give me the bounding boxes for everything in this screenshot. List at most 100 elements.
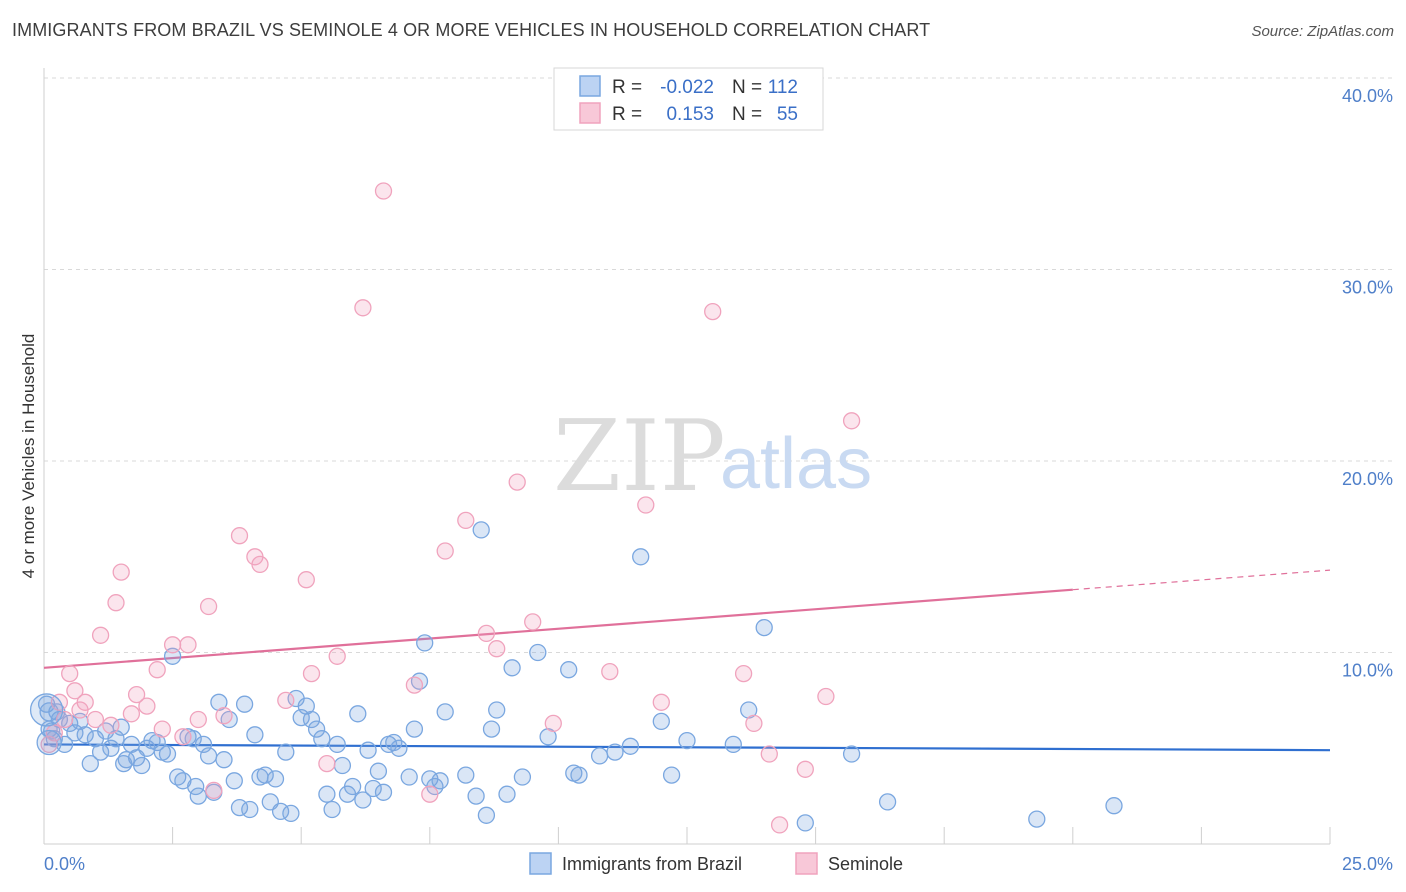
seminole-point: [328, 647, 346, 665]
seminole-point: [66, 682, 84, 700]
brazil-point: [328, 735, 346, 754]
seminole-point: [302, 664, 321, 683]
legend-r-label-2: R =: [612, 104, 642, 125]
seminole-point: [199, 597, 218, 616]
seminole-point: [421, 785, 439, 803]
series-legend-label-seminole: Seminole: [828, 854, 903, 874]
brazil-point: [796, 814, 814, 832]
y-tick-label: 30.0%: [1342, 278, 1393, 298]
watermark: ZIP atlas: [553, 400, 872, 514]
brazil-point: [235, 695, 254, 713]
seminole-point: [354, 299, 372, 317]
legend-n-label-2: N =: [732, 104, 762, 125]
brazil-point: [488, 701, 506, 719]
brazil-point: [662, 766, 681, 784]
x-tick-label: 25.0%: [1342, 854, 1393, 874]
brazil-point: [457, 766, 475, 784]
seminole-point: [817, 687, 835, 706]
seminole-trend-line: [43, 588, 1073, 669]
brazil-point: [102, 739, 120, 757]
brazil-point: [503, 659, 521, 677]
brazil-point: [256, 766, 274, 784]
data-points: [29, 182, 1123, 834]
brazil-point: [678, 731, 696, 750]
x-tick-label: 0.0%: [44, 854, 85, 874]
brazil-point: [313, 730, 331, 748]
seminole-point: [770, 816, 789, 834]
series-legend-label-brazil: Immigrants from Brazil: [562, 854, 742, 874]
brazil-point: [842, 745, 861, 763]
seminole-point: [601, 662, 619, 681]
seminole-point: [76, 693, 94, 711]
seminole-point: [842, 412, 861, 430]
brazil-point: [570, 766, 588, 784]
brazil-point: [467, 787, 485, 805]
brazil-point: [652, 712, 670, 731]
seminole-point: [86, 710, 105, 729]
brazil-point: [1028, 810, 1046, 828]
brazil-point: [590, 747, 609, 765]
legend-r-value-1: -0.022: [660, 77, 714, 98]
y-axis-label: 4 or more Vehicles in Household: [19, 334, 38, 579]
seminole-point: [179, 636, 197, 654]
seminole-point: [138, 697, 156, 715]
y-tick-labels: 10.0% 20.0% 30.0% 40.0%: [1342, 86, 1393, 681]
seminole-point: [508, 473, 526, 491]
brazil-point: [323, 800, 341, 819]
brazil-point: [560, 661, 578, 679]
brazil-point: [282, 804, 300, 823]
brazil-point: [199, 747, 218, 765]
seminole-point: [405, 676, 424, 694]
seminole-point: [91, 626, 110, 644]
seminole-point: [215, 707, 233, 725]
seminole-point: [45, 724, 63, 742]
seminole-point: [544, 714, 562, 733]
brazil-point: [606, 743, 624, 761]
stats-legend: R = -0.022 N = 112 R = 0.153 N = 55: [553, 67, 824, 131]
brazil-point: [81, 754, 99, 773]
seminole-point: [796, 760, 814, 778]
brazil-point: [755, 618, 773, 637]
seminole-point: [374, 182, 393, 200]
source-label: Source: ZipAtlas.com: [1251, 23, 1394, 40]
seminole-point: [277, 691, 295, 710]
brazil-point: [416, 634, 434, 652]
seminole-point: [436, 542, 454, 560]
y-tick-label: 10.0%: [1342, 661, 1393, 681]
series-legend-swatch-seminole: [795, 852, 818, 875]
legend-n-label-1: N =: [732, 77, 762, 98]
brazil-point: [343, 777, 362, 796]
seminole-point: [163, 636, 182, 654]
legend-r-value-2: 0.153: [666, 104, 714, 125]
seminole-point: [251, 555, 269, 574]
brazil-point: [349, 705, 367, 723]
brazil-point: [472, 521, 490, 539]
brazil-point: [529, 643, 547, 662]
seminole-point: [457, 511, 475, 530]
legend-r-label-1: R =: [612, 77, 642, 98]
brazil-point: [359, 741, 377, 759]
chart-title: IMMIGRANTS FROM BRAZIL VS SEMINOLE 4 OR …: [12, 20, 931, 40]
seminole-point: [477, 624, 496, 643]
brazil-point: [133, 756, 151, 775]
brazil-point: [333, 756, 352, 775]
brazil-point: [246, 726, 264, 744]
brazil-trend-line: [43, 743, 1331, 752]
brazil-point: [215, 751, 233, 769]
seminole-point: [524, 613, 542, 631]
axes: [43, 68, 1331, 845]
brazil-point: [405, 720, 424, 738]
brazil-point: [241, 800, 259, 819]
legend-n-value-1: 112: [768, 77, 798, 98]
seminole-point: [174, 728, 192, 746]
seminole-point: [745, 714, 763, 733]
seminole-point: [318, 754, 336, 773]
brazil-point: [724, 735, 742, 754]
watermark-zip: ZIP: [553, 400, 726, 514]
brazil-point: [400, 768, 418, 786]
brazil-point: [36, 729, 62, 756]
seminole-point: [637, 496, 655, 514]
y-tick-label: 40.0%: [1342, 86, 1393, 106]
brazil-point: [266, 770, 285, 788]
